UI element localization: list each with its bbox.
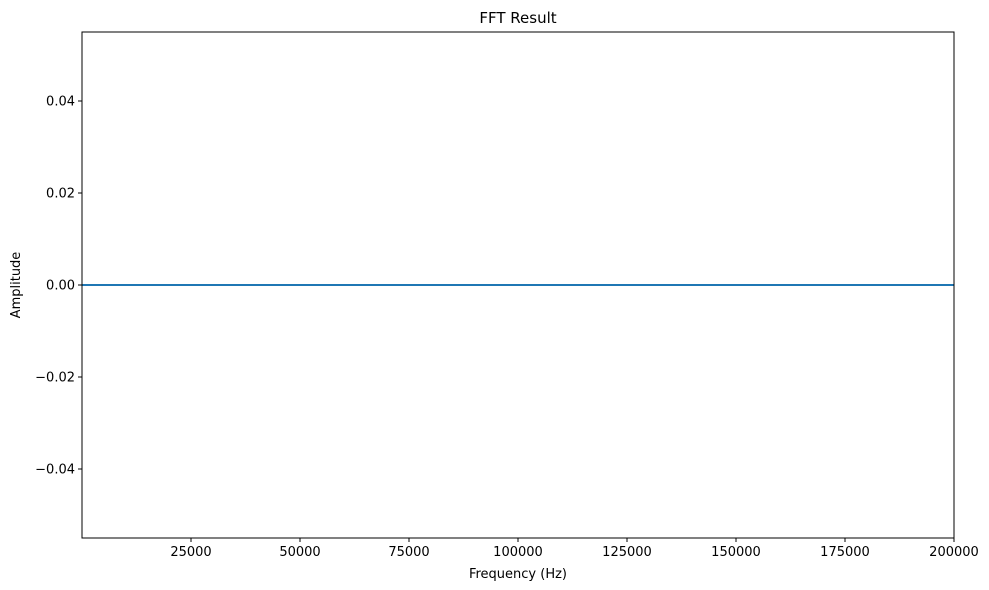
plot-area (81, 31, 955, 539)
x-tick-label: 175000 (820, 545, 870, 560)
chart-title: FFT Result (479, 9, 556, 27)
x-axis-label: Frequency (Hz) (469, 567, 567, 582)
x-tick-label: 125000 (602, 545, 652, 560)
x-tick-label: 100000 (493, 545, 543, 560)
x-tick-label: 200000 (929, 545, 979, 560)
y-axis: 0.04 0.02 0.00 −0.02 −0.04 (35, 95, 82, 478)
y-tick-label: −0.02 (35, 371, 75, 386)
y-tick-label: 0.00 (46, 279, 75, 294)
x-axis: 25000 50000 75000 100000 125000 150000 175000 2… (170, 538, 979, 560)
x-tick-label: 75000 (388, 545, 429, 560)
y-tick-label: 0.02 (46, 187, 75, 202)
x-tick-label: 25000 (170, 545, 211, 560)
y-axis-label: Amplitude (9, 252, 24, 319)
x-tick-label: 50000 (279, 545, 320, 560)
y-tick-label: −0.04 (35, 463, 75, 478)
x-tick-label: 150000 (711, 545, 761, 560)
y-tick-label: 0.04 (46, 95, 75, 110)
